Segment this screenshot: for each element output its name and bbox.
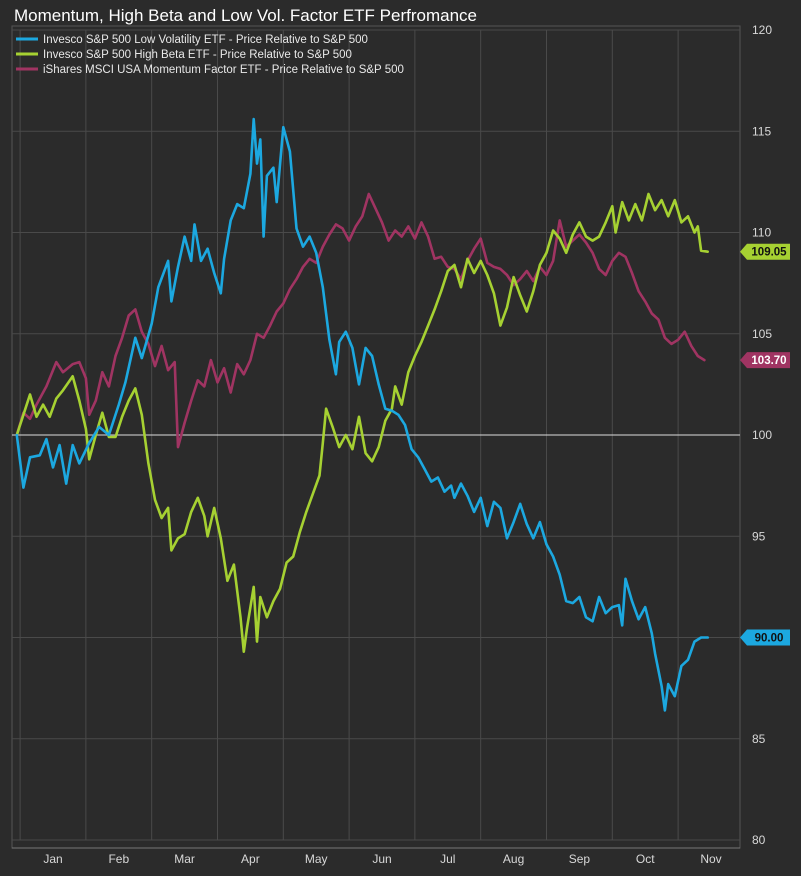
x-tick-label: Aug — [503, 852, 524, 866]
y-tick-label: 110 — [752, 226, 771, 240]
y-tick-label: 80 — [752, 833, 766, 847]
series-line-2 — [15, 192, 706, 449]
end-value-badge — [740, 352, 790, 369]
end-value-tag: 90.00 — [740, 629, 790, 646]
axis-layer: 80859095100105110115120JanFebMarAprMayJu… — [12, 23, 772, 866]
end-value-tag: 103.70 — [740, 352, 790, 369]
series-line-1 — [15, 192, 709, 653]
series-line-0 — [15, 117, 709, 712]
end-value-badge — [740, 629, 790, 646]
x-tick-label: Sep — [569, 852, 591, 866]
end-value-tag: 109.05 — [740, 243, 790, 260]
end-value-label: 109.05 — [751, 247, 787, 259]
legend-entry: Invesco S&P 500 High Beta ETF - Price Re… — [43, 49, 352, 61]
x-tick-label: Oct — [636, 852, 655, 866]
series-layer — [15, 117, 709, 712]
y-tick-label: 105 — [752, 327, 772, 341]
y-tick-label: 95 — [752, 529, 766, 543]
legend-entry: iShares MSCI USA Momentum Factor ETF - P… — [43, 64, 404, 76]
end-value-label: 90.00 — [755, 633, 784, 645]
x-tick-label: Apr — [241, 852, 260, 866]
end-value-label: 103.70 — [751, 355, 786, 367]
end-value-badge — [740, 243, 790, 260]
chart-title: Momentum, High Beta and Low Vol. Factor … — [14, 6, 477, 25]
y-tick-label: 115 — [752, 124, 771, 138]
x-tick-label: May — [305, 852, 328, 866]
x-tick-label: Feb — [108, 852, 129, 866]
end-labels: 90.00 109.05 103.70 — [740, 243, 790, 646]
x-tick-label: Jun — [372, 852, 391, 866]
plot-border — [11, 25, 741, 849]
grid-lines — [11, 25, 741, 849]
x-tick-label: Nov — [700, 852, 721, 866]
x-tick-label: Jan — [43, 852, 62, 866]
legend-entry: Invesco S&P 500 Low Volatility ETF - Pri… — [43, 34, 368, 46]
x-tick-label: Mar — [174, 852, 195, 866]
y-tick-label: 85 — [752, 732, 766, 746]
legend: Invesco S&P 500 Low Volatility ETF - Pri… — [16, 34, 404, 76]
y-tick-label: 120 — [752, 23, 772, 37]
y-tick-label: 100 — [752, 428, 772, 442]
x-tick-label: Jul — [440, 852, 455, 866]
